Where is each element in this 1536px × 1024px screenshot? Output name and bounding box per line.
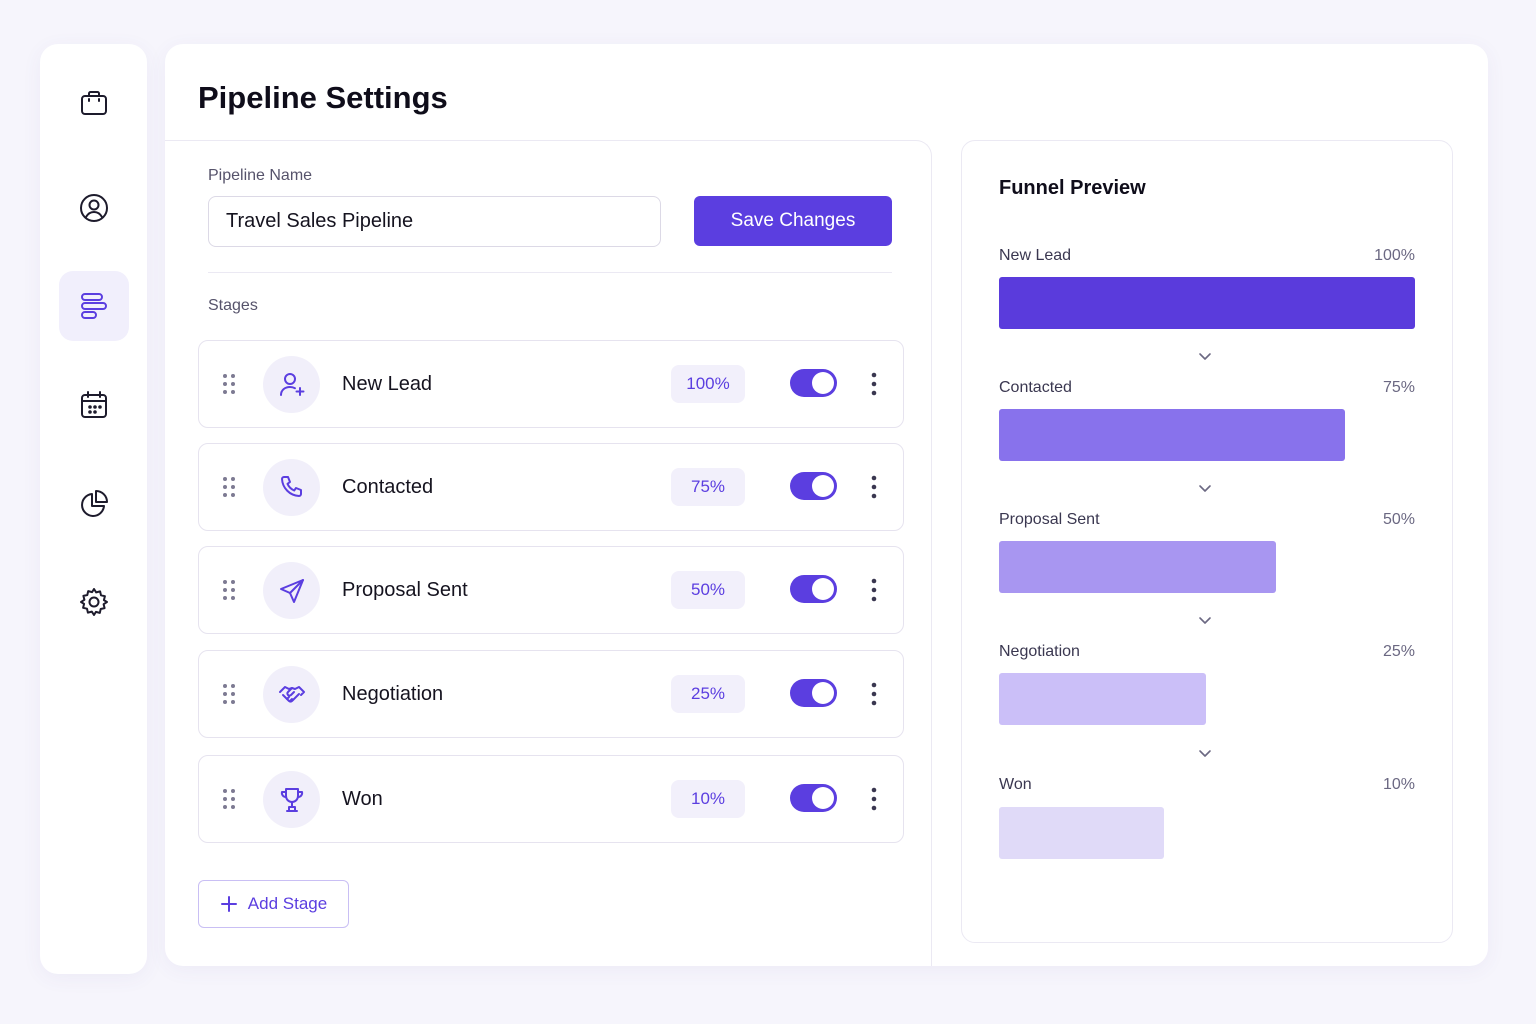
stage-percent-badge[interactable]: 25% bbox=[671, 675, 745, 713]
stage-percent-badge[interactable]: 75% bbox=[671, 468, 745, 506]
funnel-bar bbox=[999, 409, 1345, 461]
user-circle-icon bbox=[80, 194, 108, 222]
funnel-stage-percent: 50% bbox=[1382, 511, 1415, 528]
stage-icon bbox=[263, 666, 320, 723]
stage-enabled-toggle[interactable] bbox=[790, 472, 837, 500]
toggle-knob bbox=[812, 787, 834, 809]
drag-handle-icon[interactable] bbox=[222, 683, 236, 705]
stage-name: Won bbox=[342, 787, 383, 810]
trophy-icon bbox=[280, 787, 303, 812]
drag-handle-icon[interactable] bbox=[222, 373, 236, 395]
stage-icon bbox=[263, 562, 320, 619]
stage-icon bbox=[263, 356, 320, 413]
drag-handle-icon[interactable] bbox=[222, 476, 236, 498]
chevron-down-icon bbox=[1199, 617, 1211, 624]
sidebar-item-briefcase[interactable] bbox=[59, 68, 129, 138]
funnel-stage-percent: 10% bbox=[1382, 776, 1415, 793]
user-plus-icon bbox=[279, 372, 304, 396]
stage-name: Proposal Sent bbox=[342, 578, 468, 601]
sidebar-item-settings[interactable] bbox=[59, 567, 129, 637]
stage-icon bbox=[263, 459, 320, 516]
chevron-down-icon bbox=[1199, 750, 1211, 757]
more-options-icon[interactable] bbox=[865, 371, 883, 397]
funnel-stage-percent: 100% bbox=[1374, 247, 1415, 264]
drag-handle-icon[interactable] bbox=[222, 579, 236, 601]
stage-row: New Lead 100% bbox=[198, 340, 904, 428]
more-options-icon[interactable] bbox=[865, 474, 883, 500]
phone-icon bbox=[280, 475, 302, 497]
sidebar-item-profile[interactable] bbox=[59, 173, 129, 243]
sidebar bbox=[40, 44, 147, 974]
plus-icon bbox=[220, 896, 237, 912]
calendar-icon bbox=[81, 391, 107, 418]
toggle-knob bbox=[812, 475, 834, 497]
pipeline-icon bbox=[81, 293, 107, 319]
more-options-icon[interactable] bbox=[865, 577, 883, 603]
stage-name: Negotiation bbox=[342, 682, 444, 705]
chevron-down-icon bbox=[1199, 353, 1211, 360]
toggle-knob bbox=[812, 682, 834, 704]
pie-chart-icon bbox=[81, 490, 108, 517]
stage-icon bbox=[263, 771, 320, 828]
drag-handle-icon[interactable] bbox=[222, 788, 236, 810]
settings-panel: Pipeline Name Save Changes Stages New Le… bbox=[165, 140, 932, 966]
pipeline-name-label: Pipeline Name bbox=[208, 167, 313, 184]
stages-label: Stages bbox=[208, 297, 258, 314]
briefcase-icon bbox=[81, 91, 107, 115]
funnel-bar bbox=[999, 807, 1164, 859]
stage-row: Proposal Sent 50% bbox=[198, 546, 904, 634]
funnel-stage-label: Won bbox=[999, 776, 1032, 793]
stage-percent-badge[interactable]: 50% bbox=[671, 571, 745, 609]
stage-percent-badge[interactable]: 10% bbox=[671, 780, 745, 818]
sidebar-item-pipeline[interactable] bbox=[59, 271, 129, 341]
toggle-knob bbox=[812, 372, 834, 394]
toggle-knob bbox=[812, 578, 834, 600]
stage-name: Contacted bbox=[342, 475, 434, 498]
stage-row: Won 10% bbox=[198, 755, 904, 843]
pipeline-name-input[interactable] bbox=[208, 196, 661, 247]
stage-percent-badge[interactable]: 100% bbox=[671, 365, 745, 403]
funnel-stage-percent: 75% bbox=[1382, 379, 1415, 396]
send-icon bbox=[279, 578, 304, 603]
save-changes-button[interactable]: Save Changes bbox=[694, 196, 892, 246]
funnel-stage-label: Proposal Sent bbox=[999, 511, 1100, 528]
funnel-stage-label: Negotiation bbox=[999, 643, 1080, 660]
funnel-preview-card: Funnel Preview New Lead 100% Contacted 7… bbox=[961, 140, 1453, 943]
funnel-bar bbox=[999, 673, 1206, 725]
add-stage-button[interactable]: Add Stage bbox=[198, 880, 349, 928]
stage-enabled-toggle[interactable] bbox=[790, 369, 837, 397]
funnel-bar bbox=[999, 277, 1415, 329]
stage-enabled-toggle[interactable] bbox=[790, 679, 837, 707]
funnel-stage-percent: 25% bbox=[1382, 643, 1415, 660]
stage-enabled-toggle[interactable] bbox=[790, 784, 837, 812]
add-stage-label: Add Stage bbox=[247, 894, 328, 913]
more-options-icon[interactable] bbox=[865, 786, 883, 812]
funnel-bar bbox=[999, 541, 1276, 593]
stage-enabled-toggle[interactable] bbox=[790, 575, 837, 603]
page-title: Pipeline Settings bbox=[198, 80, 448, 115]
gear-icon bbox=[80, 588, 108, 616]
main-card: Pipeline Settings Pipeline Name Save Cha… bbox=[165, 44, 1488, 966]
more-options-icon[interactable] bbox=[865, 681, 883, 707]
stage-row: Negotiation 25% bbox=[198, 650, 904, 738]
stage-row: Contacted 75% bbox=[198, 443, 904, 531]
sidebar-item-calendar[interactable] bbox=[59, 370, 129, 440]
chevron-down-icon bbox=[1199, 485, 1211, 492]
handshake-icon bbox=[278, 685, 305, 703]
divider bbox=[208, 272, 892, 273]
sidebar-item-reports[interactable] bbox=[59, 469, 129, 539]
funnel-stage-label: New Lead bbox=[999, 247, 1072, 264]
stage-name: New Lead bbox=[342, 372, 433, 395]
funnel-title: Funnel Preview bbox=[999, 177, 1146, 199]
funnel-stage-label: Contacted bbox=[999, 379, 1072, 396]
